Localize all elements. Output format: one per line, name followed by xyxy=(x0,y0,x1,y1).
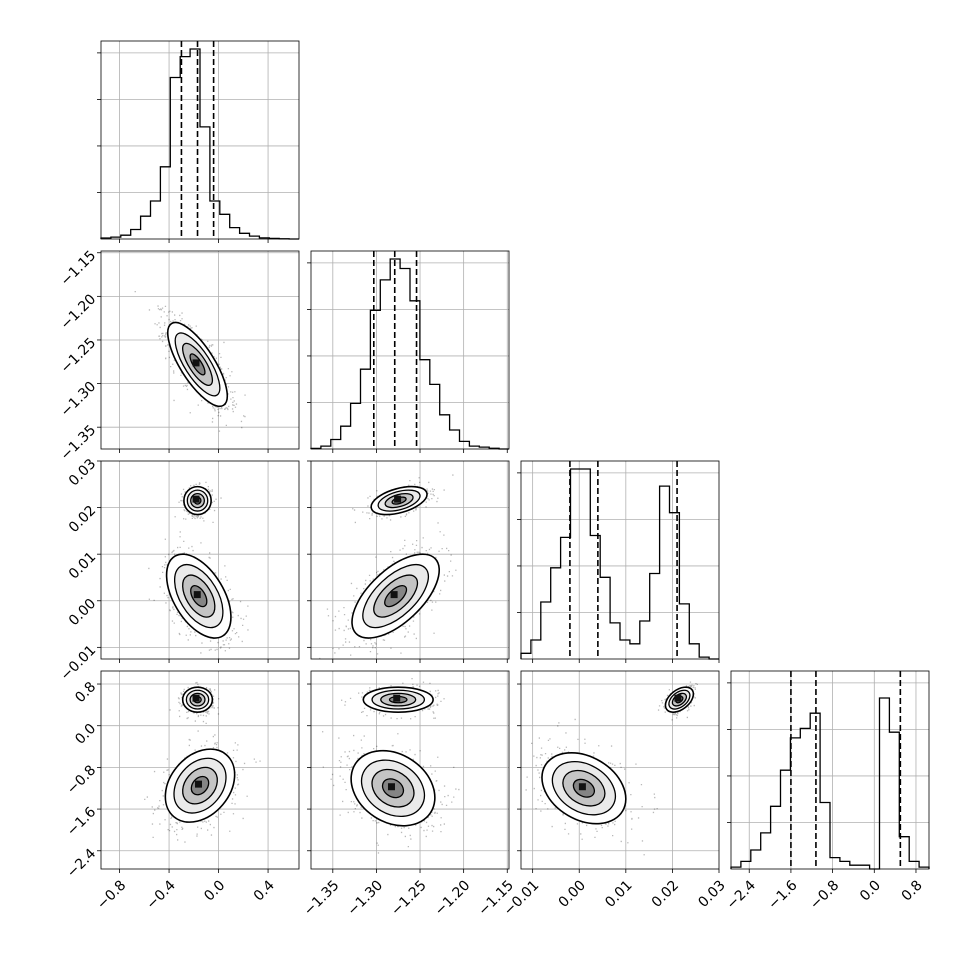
density-peak xyxy=(578,783,586,791)
panel-frame xyxy=(730,670,930,870)
density-peak xyxy=(195,780,202,788)
panel-content xyxy=(148,481,249,659)
histogram-step xyxy=(730,697,930,870)
y-tick-label: −1.20 xyxy=(58,291,100,333)
panel-content xyxy=(525,681,698,856)
y-tick-label: 0.01 xyxy=(66,549,99,582)
x-tick-label: −0.4 xyxy=(143,877,178,912)
scatter-panel-2-1 xyxy=(307,460,510,663)
y-tick-label: 0.00 xyxy=(66,596,99,629)
x-tick-label: −1.35 xyxy=(301,877,343,919)
y-tick-label: −1.25 xyxy=(58,335,100,377)
panel-content xyxy=(144,681,261,843)
panel-content xyxy=(322,678,460,854)
density-peak xyxy=(674,694,682,702)
scatter-panel-2-0: −0.010.000.010.020.03 xyxy=(58,456,300,684)
scatter-panel-3-2: −0.01 0.00 0.01 0.02 0.03 xyxy=(501,670,729,919)
x-tick-label: −2.4 xyxy=(724,877,759,912)
histogram-step xyxy=(520,468,719,660)
scatter-panel-1-0: −1.35−1.30−1.25−1.20−1.15 xyxy=(58,248,300,464)
panel-frame xyxy=(520,460,720,660)
panel-frame xyxy=(100,250,300,450)
histogram-panel-1 xyxy=(307,250,510,453)
y-tick-label: 0.02 xyxy=(66,503,99,536)
histogram-step xyxy=(310,258,509,450)
x-tick-label: −1.30 xyxy=(345,877,387,919)
x-tick-label: 0.4 xyxy=(251,877,278,904)
y-tick-label: −1.6 xyxy=(64,804,99,839)
y-tick-label: −0.8 xyxy=(64,762,99,797)
panel-content xyxy=(319,474,457,659)
y-tick-label: −1.15 xyxy=(58,248,100,290)
panel-frame xyxy=(100,460,300,660)
y-tick-label: −1.35 xyxy=(58,422,100,464)
x-tick-label: −1.25 xyxy=(388,877,430,919)
panel-frame xyxy=(100,40,300,240)
scatter-panel-3-0: −0.8 −0.4 0.0 0.4 −2.4 −1.6 −0.8 0.0 0.8 xyxy=(64,670,300,913)
density-peak xyxy=(192,359,200,367)
x-tick-label: 0.03 xyxy=(695,877,728,910)
x-tick-label: 0.02 xyxy=(649,877,682,910)
x-tick-label: −1.20 xyxy=(432,877,474,919)
density-peak xyxy=(394,495,402,503)
y-tick-label: −0.01 xyxy=(58,642,100,684)
density-peak xyxy=(193,591,201,599)
x-tick-label: 0.0 xyxy=(857,877,884,904)
x-tick-label: −0.8 xyxy=(807,877,842,912)
density-peak xyxy=(393,694,401,702)
x-tick-label: 0.00 xyxy=(556,877,589,910)
x-tick-label: −0.8 xyxy=(94,877,129,912)
histogram-panel-2 xyxy=(517,460,720,663)
y-tick-label: −1.30 xyxy=(58,379,100,421)
panel-frame xyxy=(310,460,510,660)
scatter-points xyxy=(319,474,457,659)
density-peak xyxy=(390,591,398,599)
panel-frame xyxy=(310,670,510,870)
histogram-panel-3: −2.4 −1.6 −0.8 0.0 0.8 xyxy=(724,670,930,913)
scatter-panel-3-1: −1.35 −1.30 −1.25 −1.20 −1.15 xyxy=(301,670,517,919)
x-tick-label: −1.6 xyxy=(765,877,800,912)
x-tick-label: 0.0 xyxy=(201,877,228,904)
panel-frame xyxy=(310,250,510,450)
y-tick-label: 0.0 xyxy=(72,721,99,748)
x-tick-label: 0.01 xyxy=(602,877,635,910)
panel-content xyxy=(134,291,246,432)
density-peak xyxy=(387,783,395,791)
histogram-step xyxy=(100,48,299,240)
scatter-points xyxy=(148,481,249,659)
panel-frame xyxy=(100,670,300,870)
x-tick-label: 0.8 xyxy=(899,877,926,904)
panel-frame xyxy=(520,670,720,870)
density-peak xyxy=(192,694,200,702)
histogram-panel-0 xyxy=(97,40,300,243)
y-tick-label: 0.8 xyxy=(72,679,99,706)
y-tick-label: −2.4 xyxy=(64,846,99,881)
density-peak xyxy=(192,495,200,503)
